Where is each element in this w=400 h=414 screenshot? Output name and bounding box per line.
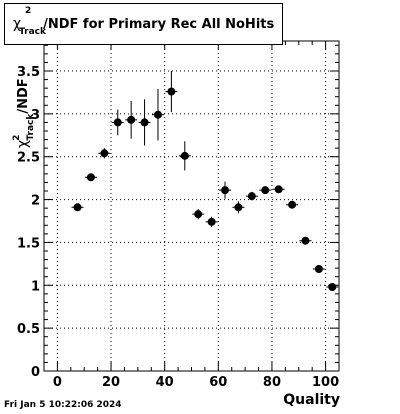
data-point	[167, 87, 176, 96]
y-tick-label: 0.5	[17, 322, 40, 337]
data-point	[180, 151, 189, 160]
data-point	[328, 283, 337, 291]
y-tick-label: 2.5	[17, 151, 40, 166]
data-point	[113, 118, 122, 127]
y-tick-label: 1.5	[17, 236, 40, 251]
x-tick-label: 0	[53, 375, 62, 390]
x-tick-label: 60	[209, 375, 227, 390]
data-point	[73, 203, 82, 212]
data-point	[288, 200, 297, 209]
data-point	[247, 192, 256, 201]
data-point	[221, 186, 230, 195]
data-point	[314, 265, 323, 273]
data-point	[261, 186, 270, 195]
x-axis-label: Quality	[283, 392, 340, 408]
x-tick-label: 20	[102, 375, 120, 390]
data-point	[127, 115, 136, 124]
x-tick-label: 40	[156, 375, 174, 390]
data-point	[274, 185, 283, 194]
x-tick-label: 100	[312, 375, 339, 390]
chart-title: χ 2 Track/NDF for Primary Rec All NoHits	[13, 6, 275, 37]
data-point	[301, 236, 310, 245]
data-point	[234, 203, 243, 212]
y-tick-label: 3.5	[17, 65, 40, 80]
y-axis-label: χ2 Track/NDF	[12, 78, 36, 148]
ticks-layer: 0 20 40 60 80 100 0 0.5 1 1.5 2 2.5 3 3.5	[17, 41, 339, 390]
points-layer	[71, 71, 339, 291]
data-point	[100, 149, 109, 158]
y-tick-label: 0	[31, 365, 40, 380]
data-point	[153, 110, 162, 119]
title-box: χ 2 Track/NDF for Primary Rec All NoHits	[4, 3, 283, 45]
y-tick-label: 3	[31, 108, 40, 123]
x-tick-label: 80	[263, 375, 281, 390]
data-point	[140, 118, 149, 127]
data-point	[86, 173, 95, 182]
footer-timestamp: Fri Jan 5 10:22:06 2024	[4, 400, 122, 410]
data-point	[194, 210, 203, 219]
data-point	[207, 217, 216, 226]
y-tick-label: 2	[31, 194, 40, 209]
y-tick-label: 1	[31, 279, 40, 294]
